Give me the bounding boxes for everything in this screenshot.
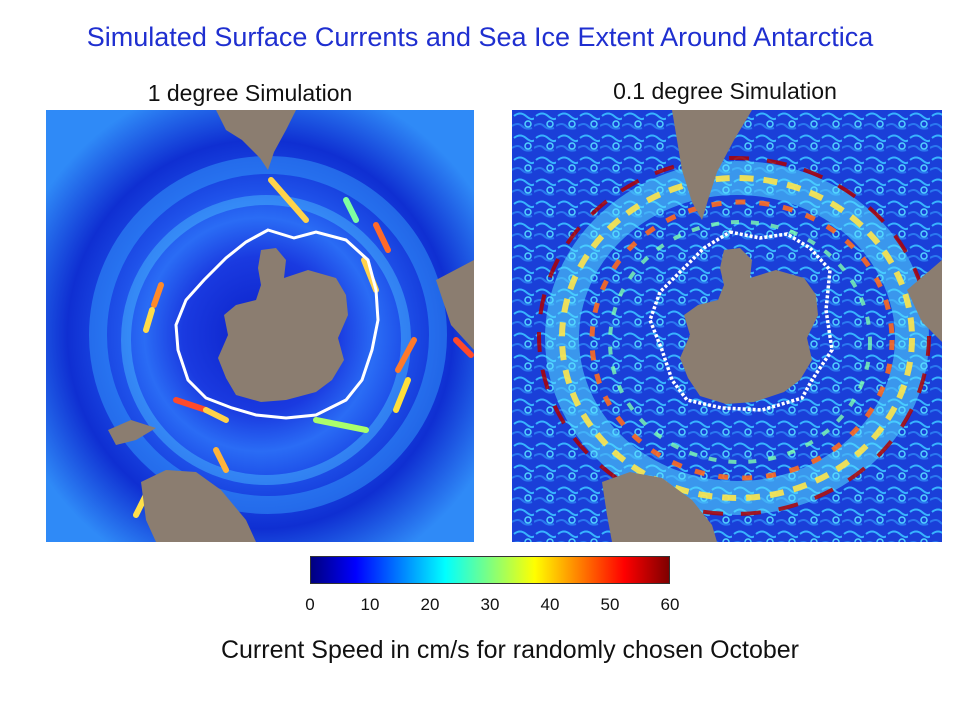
tick-label: 60	[660, 595, 680, 614]
panel-1-label: 1 degree Simulation	[147, 80, 353, 106]
tick-label: 50	[600, 595, 620, 614]
tick-label: 0	[305, 595, 315, 614]
tick-label: 20	[420, 595, 440, 614]
caption: Current Speed in cm/s for randomly chose…	[220, 636, 800, 664]
figure-title: Simulated Surface Currents and Sea Ice E…	[86, 22, 874, 52]
colorbar-ticks: 0 10 20 30 40 50 60	[290, 595, 690, 619]
colorbar	[310, 556, 670, 584]
tenth-degree-map	[512, 110, 942, 542]
tick-label: 40	[540, 595, 560, 614]
one-degree-map	[46, 110, 474, 542]
tick-label: 10	[360, 595, 380, 614]
panel-2-label: 0.1 degree Simulation	[613, 78, 837, 104]
tick-label: 30	[480, 595, 500, 614]
